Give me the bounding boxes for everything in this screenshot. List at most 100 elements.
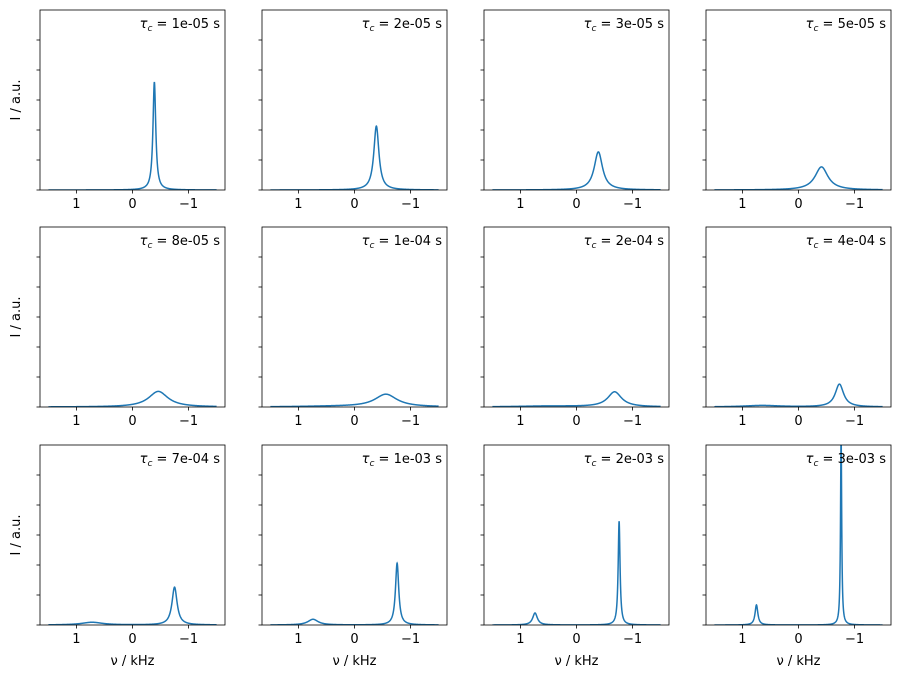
- y-axis-label: I / a.u.: [9, 80, 24, 121]
- axes-frame: [261, 226, 448, 408]
- spectrum-line: [492, 521, 661, 625]
- tau-label: τc = 1e-05 s: [140, 17, 221, 34]
- tau-subscript: c: [813, 24, 818, 34]
- tau-value: = 2e-03 s: [596, 452, 664, 467]
- x-tick-label: −1: [179, 632, 198, 647]
- axes-frame: [39, 226, 226, 408]
- x-tick-label: 1: [738, 414, 746, 429]
- x-tick-label: 0: [794, 197, 802, 212]
- tau-value: = 7e-04 s: [152, 452, 220, 467]
- tau-symbol: τ: [362, 17, 370, 32]
- subplot-2: 1 0 −1 τc = 2e-05 s: [258, 9, 448, 212]
- x-tick-label: 1: [294, 197, 302, 212]
- tau-subscript: c: [813, 241, 818, 251]
- x-tick-label: 1: [516, 414, 524, 429]
- tau-label: τc = 5e-05 s: [806, 17, 887, 34]
- subplot-1: 1 0 −1 τc = 1e-05 s I / a.u.: [9, 9, 226, 212]
- tau-label: τc = 7e-04 s: [140, 452, 221, 469]
- tau-subscript: c: [147, 459, 152, 469]
- tau-subscript: c: [591, 24, 596, 34]
- x-tick-label: 0: [350, 197, 358, 212]
- x-tick-label: 1: [72, 197, 80, 212]
- y-axis-label: I / a.u.: [9, 515, 24, 556]
- x-tick-label: −1: [401, 197, 420, 212]
- x-tick-label: 1: [738, 197, 746, 212]
- x-tick-label: −1: [623, 414, 642, 429]
- subplot-5: 1 0 −1 τc = 8e-05 s I / a.u.: [9, 226, 226, 429]
- axes-frame: [705, 226, 892, 408]
- tau-label: τc = 3e-05 s: [584, 17, 665, 34]
- tau-label: τc = 8e-05 s: [140, 234, 221, 251]
- tau-value: = 2e-04 s: [596, 234, 664, 249]
- tau-subscript: c: [369, 24, 374, 34]
- x-tick-label: −1: [845, 197, 864, 212]
- x-tick-label: 1: [294, 414, 302, 429]
- subplot-4: 1 0 −1 τc = 5e-05 s: [702, 9, 892, 212]
- tau-value: = 4e-04 s: [818, 234, 886, 249]
- axes-frame: [483, 9, 670, 191]
- tau-value: = 3e-05 s: [596, 17, 664, 32]
- x-tick-label: 0: [794, 632, 802, 647]
- x-tick-label: −1: [179, 414, 198, 429]
- spectrum-line: [48, 81, 217, 190]
- axes-frame: [261, 9, 448, 191]
- subplot-7: 1 0 −1 τc = 2e-04 s: [480, 226, 670, 429]
- x-tick-label: 0: [572, 414, 580, 429]
- tau-label: τc = 2e-04 s: [584, 234, 665, 251]
- axes-frame: [705, 9, 892, 191]
- spectrum-line: [714, 166, 883, 190]
- tau-symbol: τ: [140, 17, 148, 32]
- axes-frame: [483, 226, 670, 408]
- x-tick-label: 1: [738, 632, 746, 647]
- x-tick-label: 1: [72, 414, 80, 429]
- tau-value: = 8e-05 s: [152, 234, 220, 249]
- x-tick-label: 0: [128, 197, 136, 212]
- tau-symbol: τ: [140, 452, 148, 467]
- tau-value: = 2e-05 s: [374, 17, 442, 32]
- tau-subscript: c: [147, 24, 152, 34]
- subplot-10: 1 0 −1 τc = 1e-03 s ν / kHz: [258, 444, 448, 669]
- x-tick-label: −1: [845, 632, 864, 647]
- x-tick-label: 1: [516, 632, 524, 647]
- subplot-12: 1 0 −1 τc = 3e-03 s ν / kHz: [702, 444, 892, 669]
- x-tick-label: 0: [128, 632, 136, 647]
- x-tick-label: −1: [179, 197, 198, 212]
- spectrum-line: [270, 393, 439, 407]
- tau-label: τc = 1e-04 s: [362, 234, 443, 251]
- spectrum-line: [492, 391, 661, 407]
- x-tick-label: −1: [845, 414, 864, 429]
- x-tick-label: 0: [794, 414, 802, 429]
- x-tick-label: 0: [572, 632, 580, 647]
- x-tick-label: 0: [128, 414, 136, 429]
- subplot-6: 1 0 −1 τc = 1e-04 s: [258, 226, 448, 429]
- tau-subscript: c: [591, 459, 596, 469]
- axes-frame: [705, 444, 892, 626]
- tau-label: τc = 4e-04 s: [806, 234, 887, 251]
- x-tick-label: −1: [623, 197, 642, 212]
- subplot-8: 1 0 −1 τc = 4e-04 s: [702, 226, 892, 429]
- tau-symbol: τ: [362, 452, 370, 467]
- subplot-11: 1 0 −1 τc = 2e-03 s ν / kHz: [480, 444, 670, 669]
- tau-label: τc = 2e-03 s: [584, 452, 665, 469]
- tau-symbol: τ: [806, 452, 814, 467]
- tau-value: = 1e-05 s: [152, 17, 220, 32]
- tau-subscript: c: [813, 459, 818, 469]
- tau-subscript: c: [591, 241, 596, 251]
- tau-symbol: τ: [806, 234, 814, 249]
- subplot-9: 1 0 −1 τc = 7e-04 s I / a.u. ν / kHz: [9, 444, 226, 669]
- tau-symbol: τ: [362, 234, 370, 249]
- axes-frame: [261, 444, 448, 626]
- tau-subscript: c: [369, 459, 374, 469]
- spectrum-line: [270, 561, 439, 625]
- tau-value: = 5e-05 s: [818, 17, 886, 32]
- tau-subscript: c: [369, 241, 374, 251]
- tau-label: τc = 2e-05 s: [362, 17, 443, 34]
- tau-value: = 1e-03 s: [374, 452, 442, 467]
- x-axis-label: ν / kHz: [554, 654, 598, 669]
- tau-symbol: τ: [584, 234, 592, 249]
- x-tick-label: 1: [294, 632, 302, 647]
- y-axis-label: I / a.u.: [9, 297, 24, 338]
- tau-label: τc = 3e-03 s: [806, 452, 887, 469]
- spectrum-line: [48, 586, 217, 625]
